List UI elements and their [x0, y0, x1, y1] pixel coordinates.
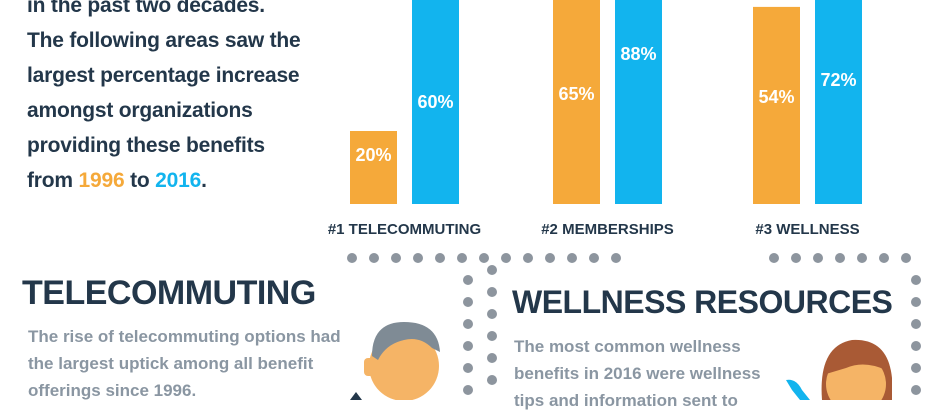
- bar-2016-0: [412, 0, 459, 204]
- divider-dot: [879, 253, 889, 263]
- divider-dot: [347, 253, 357, 263]
- divider-dot: [911, 385, 921, 395]
- divider-dot: [457, 253, 467, 263]
- divider-dot: [791, 253, 801, 263]
- bar-label-2016-0: 60%: [417, 92, 453, 112]
- divider-dot: [487, 265, 497, 275]
- intro-line: The following areas saw the: [27, 29, 301, 52]
- divider-dot: [487, 331, 497, 341]
- intro-line: largest percentage increase: [27, 64, 300, 87]
- divider-dot: [567, 253, 577, 263]
- wellness-title: WELLNESS RESOURCES: [512, 284, 893, 320]
- divider-dot: [463, 363, 473, 373]
- category-label-0: #1 TELECOMMUTING: [328, 221, 481, 238]
- divider-dot: [545, 253, 555, 263]
- intro-line: amongst organizations: [27, 99, 253, 122]
- bar-1996-1: [553, 0, 600, 204]
- divider-dot: [479, 253, 489, 263]
- divider-dot: [463, 297, 473, 307]
- bar-1996-0: [350, 131, 397, 204]
- intro-line: in the past two decades.: [27, 0, 265, 17]
- period: .: [201, 169, 207, 192]
- divider-dot: [523, 253, 533, 263]
- divider-dot: [911, 275, 921, 285]
- bar-2016-1: [615, 0, 662, 205]
- divider-dot: [857, 253, 867, 263]
- illustrations: [350, 322, 892, 400]
- from-word: from: [27, 169, 73, 192]
- divider-dot: [911, 341, 921, 351]
- year-start: 1996: [78, 169, 125, 192]
- bar-1996-2: [753, 6, 800, 205]
- intro-line: providing these benefits: [27, 134, 265, 157]
- divider-dot: [391, 253, 401, 263]
- bar-label-2016-1: 88%: [620, 44, 656, 64]
- divider-dot: [487, 375, 497, 385]
- divider-dot: [463, 385, 473, 395]
- divider-dot: [463, 275, 473, 285]
- woman-avatar-icon: [786, 339, 892, 400]
- dotted-dividers: [347, 253, 921, 395]
- divider-dot: [487, 309, 497, 319]
- to-word: to: [130, 169, 150, 192]
- telecommuting-title: TELECOMMUTING: [22, 274, 316, 312]
- bar-2016-2: [815, 0, 862, 204]
- intro-text: in the past two decades. The following a…: [27, 0, 357, 198]
- bar-label-1996-0: 20%: [355, 145, 391, 165]
- telecommuting-text: The rise of telecommuting options had th…: [28, 327, 341, 400]
- divider-dot: [369, 253, 379, 263]
- year-end: 2016: [155, 169, 202, 192]
- divider-dot: [589, 253, 599, 263]
- divider-dot: [487, 287, 497, 297]
- divider-dot: [769, 253, 779, 263]
- divider-dot: [911, 297, 921, 307]
- man-avatar-icon: [350, 322, 440, 400]
- benefits-bar-chart: 20% 60% #1 TELECOMMUTING 65% 88% #2 MEMBERSHI…: [328, 0, 862, 238]
- divider-dot: [463, 341, 473, 351]
- divider-dot: [611, 253, 621, 263]
- divider-dot: [501, 253, 511, 263]
- category-label-1: #2 MEMBERSHIPS: [541, 221, 674, 238]
- divider-dot: [463, 319, 473, 329]
- bar-label-2016-2: 72%: [820, 70, 856, 90]
- divider-dot: [813, 253, 823, 263]
- divider-dot: [911, 319, 921, 329]
- divider-dot: [435, 253, 445, 263]
- category-label-2: #3 WELLNESS: [755, 221, 859, 238]
- intro-line-years: from 1996 to 2016.: [27, 163, 357, 198]
- bar-label-1996-1: 65%: [558, 84, 594, 104]
- divider-dot: [911, 363, 921, 373]
- divider-dot: [413, 253, 423, 263]
- bar-label-1996-2: 54%: [758, 87, 794, 107]
- divider-dot: [835, 253, 845, 263]
- divider-dot: [487, 353, 497, 363]
- divider-dot: [901, 253, 911, 263]
